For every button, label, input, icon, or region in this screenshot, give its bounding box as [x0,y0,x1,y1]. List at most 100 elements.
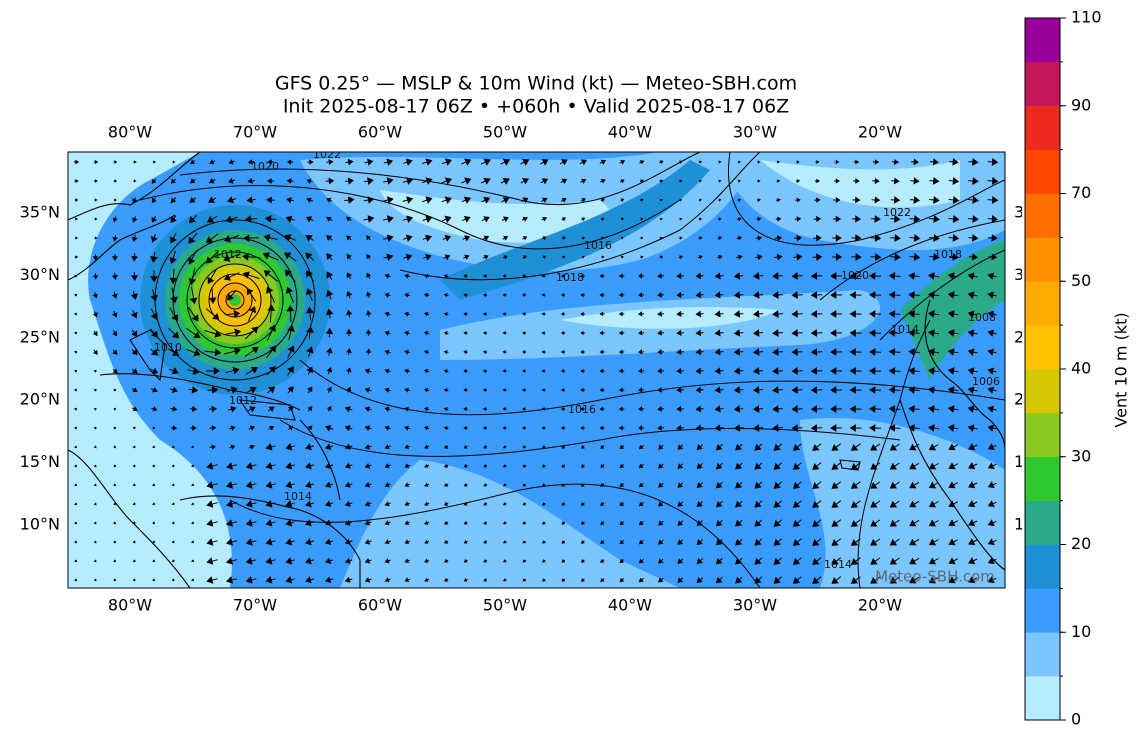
wind-arrow [152,464,156,468]
wind-arrow [285,519,295,527]
wind-arrow [191,540,195,544]
wind-arrow [346,367,352,374]
wind-arrow [287,386,294,394]
wind-arrow [324,538,334,546]
lon-label-top: 40°W [608,123,652,142]
wind-arrow [344,557,353,564]
wind-arrow [949,158,959,166]
wind-arrow [285,286,294,303]
wind-arrow [502,331,507,335]
wind-arrow [581,217,586,222]
wind-arrow [171,464,175,468]
wind-field: 1020 1022 1012 1016 1018 1022 1020 1018 1008 1016… [68,148,1005,588]
wind-arrow [424,539,430,544]
wind-arrow [541,293,546,297]
wind-arrow [889,253,901,261]
wind-arrow [206,519,218,527]
wind-arrow [891,158,900,165]
contour-label: 1010 [154,341,182,354]
wind-arrow [696,576,704,584]
wind-arrow [792,538,802,546]
wind-arrow [796,160,800,164]
wind-arrow [443,463,449,468]
contour-label: 1014 [824,558,852,571]
wind-arrow [384,463,391,469]
contour-label: 1022 [313,148,341,161]
wind-arrow [560,274,566,278]
wind-arrow [207,386,219,394]
wind-arrow [676,367,684,375]
wind-arrow [619,539,625,545]
wind-arrow [695,272,704,280]
wind-arrow [849,310,862,318]
wind-arrow [967,291,978,299]
wind-arrow [206,576,218,584]
wind-arrow [384,539,391,545]
wind-arrow [265,576,276,584]
wind-arrow [94,217,98,221]
isobars [139,152,1005,588]
wind-arrow [344,425,353,432]
wind-arrow [987,272,997,280]
wind-arrow [150,233,158,243]
wind-arrow [326,159,334,166]
wind-arrow [305,234,315,242]
wind-arrow [94,179,98,183]
wind-arrow [204,330,222,338]
wind-arrow [910,177,920,185]
wind-arrow [502,502,507,506]
wind-arrow [618,349,625,355]
wind-arrow [580,558,585,563]
wind-arrow [698,179,702,183]
wind-arrow [869,291,882,299]
wind-arrow [326,386,332,393]
calm-zone [760,160,960,208]
wind-arrow [522,559,527,563]
wind-arrow [714,386,724,394]
wind-arrow [658,482,664,488]
wind-arrow [404,520,410,526]
wind-arrow [908,348,920,356]
wind-arrow [384,292,391,298]
wind-arrow [715,443,723,451]
wind-arrow [580,368,585,374]
lon-label-top: 50°W [483,123,527,142]
wind-arrow [831,253,843,261]
contour-label: 1008 [968,311,996,324]
strong-wind-zone [900,240,1005,380]
wind-arrow [850,519,861,527]
wind-arrow [733,310,744,318]
wind-arrow [384,311,391,317]
wind-arrow [928,557,939,565]
wind-arrow [560,293,566,297]
wind-arrow [502,350,507,354]
wind-arrow [404,387,411,393]
wind-arrow [285,462,295,470]
wind-arrow [849,367,862,375]
wind-arrow [346,253,352,260]
wind-arrow [754,443,763,451]
wind-arrow [93,483,97,487]
wind-arrow [929,158,939,166]
wind-arrow [265,557,276,565]
lon-label-top: 80°W [108,123,152,142]
wind-arrow [402,234,413,242]
wind-arrow [364,500,372,507]
wind-arrow [928,443,939,451]
wind-arrow [306,178,313,184]
wind-arrow [717,254,723,260]
wind-arrow [93,388,97,392]
wind-arrow [267,386,276,394]
wind-arrow [206,367,220,375]
wind-arrow [443,312,449,317]
wind-arrow [229,444,236,450]
wind-arrow [773,443,783,451]
wind-arrow [404,273,411,279]
wind-arrow [814,178,821,184]
wind-arrow [714,348,724,356]
wind-arrow [619,501,625,507]
wind-arrow [248,425,256,431]
wind-arrow [618,273,625,279]
wind-arrow [561,558,566,563]
wind-arrow [698,198,702,202]
